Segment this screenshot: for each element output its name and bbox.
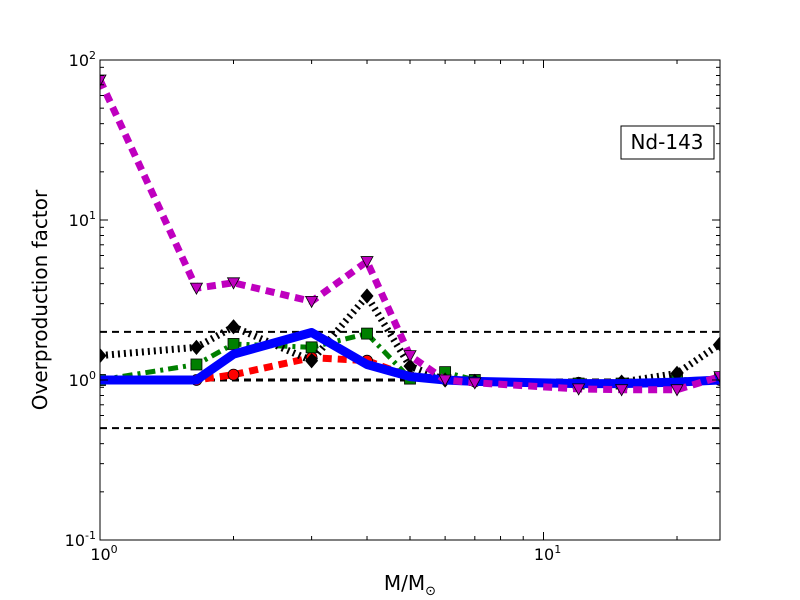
series-3 [100, 328, 720, 389]
data-point-1-1 [190, 358, 203, 371]
data-point-4-9 [614, 384, 629, 397]
x-axis-label-sub: ⊙ [425, 584, 436, 599]
data-point-4-0 [100, 74, 107, 87]
data-point-2-11 [713, 336, 720, 352]
data-point-4-5 [403, 350, 417, 363]
data-point-1-4 [361, 327, 373, 340]
series-4 [100, 74, 720, 397]
y-axis-label: Overproduction factor [28, 189, 52, 410]
x-axis-label-main: M/M [384, 571, 425, 595]
series-line-3 [100, 328, 720, 389]
data-point-4-3 [304, 295, 319, 309]
data-point-0-2 [227, 368, 240, 381]
x-tick-label-1: 101 [534, 543, 561, 564]
data-point-2-4 [360, 288, 374, 304]
annotation-box: Nd-143 [620, 125, 715, 160]
data-point-2-3 [305, 353, 319, 369]
data-point-4-7 [468, 377, 482, 390]
data-point-4-2 [226, 277, 241, 290]
annotation-frame [620, 125, 715, 160]
data-point-4-6 [438, 374, 452, 387]
data-point-2-0 [100, 348, 107, 364]
y-tick-label-2: 101 [69, 209, 96, 230]
annotation-text: Nd-143 [630, 130, 703, 154]
data-point-4-10 [670, 384, 684, 397]
series-layer [100, 74, 720, 397]
data-point-4-4 [360, 256, 374, 269]
data-point-2-1 [189, 339, 203, 355]
data-point-2-2 [226, 319, 241, 335]
plot-frame [99, 59, 721, 541]
plot-background [100, 60, 720, 540]
x-axis-label: M/M⊙ [384, 571, 436, 599]
data-point-1-3 [305, 341, 318, 354]
data-point-4-8 [571, 383, 586, 396]
y-tick-label-1: 100 [69, 369, 96, 390]
y-tick-label-0: 10-1 [65, 529, 96, 550]
data-point-1-2 [227, 338, 240, 350]
x-tick-label-0: 100 [90, 543, 117, 564]
series-line-2 [100, 292, 720, 388]
y-tick-label-3: 102 [69, 49, 96, 70]
series-line-4 [100, 78, 720, 394]
data-point-4-1 [189, 282, 204, 295]
